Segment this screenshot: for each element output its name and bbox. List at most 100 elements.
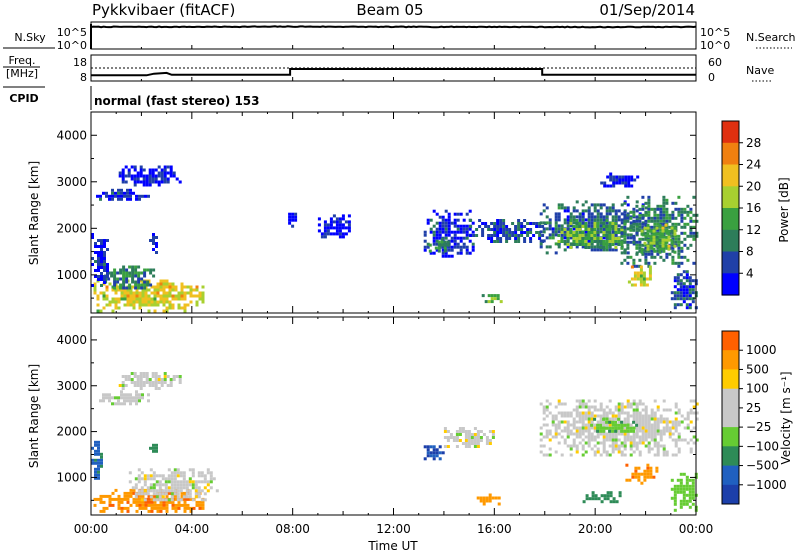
scatter-cell-8 (662, 444, 666, 448)
scatter-cell-3 (147, 194, 150, 198)
scatter-cell-11 (581, 221, 585, 225)
scatter-cell-0 (180, 288, 184, 292)
scatter-cell-7 (347, 214, 351, 218)
scatter-cell-13 (689, 219, 693, 223)
scatter-cell-11 (569, 236, 573, 240)
scatter-cell-1 (140, 271, 144, 275)
scatter-cell-17 (688, 306, 692, 310)
scatter-cell-13 (686, 258, 690, 262)
scatter-cell-12 (479, 499, 483, 503)
scatter-cell-13 (691, 487, 695, 491)
scatter-cell-13 (644, 210, 648, 214)
scatter-cell-8 (626, 417, 630, 421)
scatter-cell-2 (147, 399, 150, 403)
scatter-cell-8 (638, 438, 642, 442)
scatter-cell-7 (467, 436, 471, 439)
scatter-cell-7 (329, 226, 333, 230)
scatter-cell-0 (180, 282, 184, 286)
scatter-cell-7 (332, 232, 336, 236)
scatter-cell-1 (113, 283, 117, 287)
scatter-cell-8 (566, 435, 570, 439)
scatter-cell-11 (557, 218, 561, 222)
velocity-colorbar-tick-label: −500 (746, 459, 779, 473)
scatter-cell-0 (114, 497, 118, 501)
scatter-cell-11 (594, 494, 598, 498)
scatter-cell-8 (692, 399, 696, 403)
scatter-cell-1 (122, 271, 126, 275)
scatter-cell-8 (557, 432, 561, 436)
scatter-cell-8 (638, 426, 642, 430)
scatter-cell-8 (644, 429, 648, 433)
scatter-cell-11 (599, 203, 603, 207)
scatter-cell-0 (177, 297, 181, 301)
scatter-cell-8 (456, 218, 460, 222)
scatter-cell-8 (602, 438, 606, 442)
scatter-cell-14 (667, 247, 671, 251)
scatter-cell-11 (605, 230, 609, 234)
scatter-cell-8 (554, 426, 558, 430)
scatter-cell-1 (122, 268, 126, 272)
scatter-cell-0 (114, 291, 118, 295)
scatter-cell-11 (591, 494, 595, 498)
scatter-cell-15 (642, 280, 646, 284)
scatter-cell-11 (596, 233, 600, 237)
scatter-cell-10 (505, 228, 509, 231)
scatter-cell-1 (194, 492, 198, 496)
scatter-cell-13 (689, 228, 693, 232)
scatter-cell-5 (91, 461, 94, 465)
scatter-cell-7 (332, 220, 336, 224)
scatter-cell-4 (130, 174, 134, 178)
scatter-cell-8 (456, 236, 460, 240)
scatter-cell-4 (133, 177, 137, 181)
scatter-cell-8 (638, 402, 642, 406)
scatter-cell-13 (680, 246, 684, 250)
scatter-cell-4 (157, 183, 161, 187)
scatter-cell-10 (499, 219, 503, 222)
scatter-cell-13 (659, 210, 663, 214)
scatter-cell-8 (441, 227, 445, 231)
scatter-cell-10 (493, 234, 497, 237)
scatter-cell-8 (450, 248, 454, 252)
scatter-cell-7 (347, 223, 351, 227)
scatter-cell-1 (164, 492, 168, 496)
scatter-cell-12 (593, 234, 597, 237)
scatter-cell-1 (173, 468, 177, 472)
scatter-cell-8 (608, 399, 612, 403)
scatter-cell-0 (141, 506, 145, 510)
scatter-cell-13 (677, 252, 681, 256)
scatter-cell-7 (341, 226, 345, 230)
scatter-cell-0 (120, 297, 124, 301)
scatter-cell-0 (201, 285, 205, 289)
scatter-cell-7 (323, 226, 327, 230)
scatter-cell-7 (473, 442, 477, 445)
scatter-cell-3 (142, 372, 146, 375)
scatter-cell-1 (161, 495, 165, 499)
scatter-cell-8 (542, 453, 546, 457)
scatter-cell-1 (158, 489, 162, 493)
scatter-cell-15 (648, 265, 652, 269)
scatter-cell-2 (138, 393, 141, 397)
scatter-cell-1 (143, 498, 147, 502)
scatter-cell-4 (154, 174, 158, 178)
scatter-cell-13 (679, 481, 683, 485)
scatter-cell-1 (176, 492, 180, 496)
scatter-cell-11 (635, 224, 639, 228)
scatter-cell-8 (602, 444, 606, 448)
scatter-cell-8 (596, 441, 600, 445)
scatter-cell-13 (671, 222, 675, 226)
scatter-cell-13 (680, 216, 684, 220)
scatter-cell-7 (329, 220, 333, 224)
scatter-cell-6 (432, 457, 436, 461)
scatter-cell-8 (575, 429, 579, 433)
scatter-cell-10 (535, 231, 539, 234)
scatter-cell-1 (140, 277, 144, 281)
scatter-cell-7 (317, 223, 321, 227)
scatter-cell-3 (178, 375, 182, 378)
scatter-cell-3 (139, 384, 143, 387)
scatter-cell-8 (632, 399, 636, 403)
scatter-cell-13 (685, 502, 689, 506)
scatter-cell-8 (677, 420, 681, 424)
scatter-cell-14 (649, 241, 653, 245)
scatter-cell-8 (632, 441, 636, 445)
scatter-cell-8 (572, 432, 576, 436)
